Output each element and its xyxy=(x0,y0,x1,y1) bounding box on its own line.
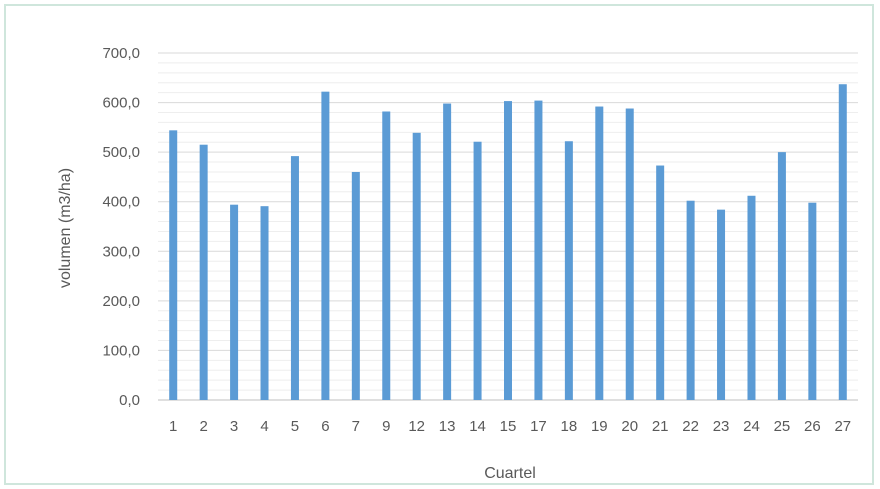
x-tick-label: 21 xyxy=(652,418,669,435)
x-tick-labels: 1 2 3 4 5 6 7 9 12 13 14 15 17 18 19 20 21 22 23 24 25 26 27 xyxy=(169,418,851,435)
y-tick-label: 600,0 xyxy=(102,95,140,112)
x-tick-label: 12 xyxy=(408,418,425,435)
bar-cuartel-22 xyxy=(686,200,695,400)
y-tick-label: 200,0 xyxy=(102,293,140,310)
y-axis-title: volumen (m3/ha) xyxy=(57,168,74,288)
bar-cuartel-23 xyxy=(717,209,726,400)
x-tick-label: 4 xyxy=(260,418,268,435)
bar-cuartel-9 xyxy=(382,111,391,400)
x-tick-label: 25 xyxy=(774,418,791,435)
y-tick-label: 700,0 xyxy=(102,45,140,62)
x-tick-label: 6 xyxy=(321,418,329,435)
y-tick-label: 300,0 xyxy=(102,243,140,260)
bar-cuartel-19 xyxy=(595,106,604,400)
bar-cuartel-13 xyxy=(443,103,452,400)
x-tick-label: 24 xyxy=(743,418,760,435)
chart-frame xyxy=(4,4,874,485)
bar-cuartel-20 xyxy=(625,108,634,401)
y-tick-label: 500,0 xyxy=(102,144,140,161)
x-tick-label: 19 xyxy=(591,418,608,435)
bar-cuartel-26 xyxy=(808,202,817,400)
bar-cuartel-12 xyxy=(412,132,421,400)
y-tick-label: 0,0 xyxy=(119,392,140,409)
x-axis-title: Cuartel xyxy=(484,465,536,482)
x-tick-label: 27 xyxy=(834,418,851,435)
bar-cuartel-14 xyxy=(473,141,482,401)
bar-cuartel-18 xyxy=(564,141,573,401)
bar-cuartel-15 xyxy=(504,101,512,400)
x-tick-label: 9 xyxy=(382,418,390,435)
x-tick-label: 15 xyxy=(500,418,517,435)
x-tick-label: 18 xyxy=(561,418,578,435)
bar-cuartel-4 xyxy=(260,206,269,400)
x-tick-label: 1 xyxy=(169,418,177,435)
bar-cuartel-21 xyxy=(656,165,665,400)
bar-cuartel-25 xyxy=(777,152,786,400)
bar-cuartel-2 xyxy=(199,144,208,400)
x-tick-label: 3 xyxy=(230,418,238,435)
bars xyxy=(169,84,847,401)
x-tick-label: 23 xyxy=(713,418,730,435)
x-tick-label: 17 xyxy=(530,418,547,435)
bar-cuartel-7 xyxy=(351,171,360,400)
bar-cuartel-1 xyxy=(169,130,178,400)
bar-cuartel-17 xyxy=(534,100,543,401)
bar-cuartel-27 xyxy=(838,84,847,400)
bar-cuartel-24 xyxy=(747,195,756,400)
x-tick-label: 22 xyxy=(682,418,699,435)
y-tick-label: 100,0 xyxy=(102,342,140,359)
x-tick-label: 5 xyxy=(291,418,299,435)
y-tick-labels: 0,0 100,0 200,0 300,0 400,0 500,0 600,0 700,0 xyxy=(102,45,140,409)
bar-cuartel-5 xyxy=(290,156,299,400)
x-tick-label: 14 xyxy=(469,418,486,435)
x-tick-label: 20 xyxy=(621,418,638,435)
x-tick-label: 13 xyxy=(439,418,456,435)
x-tick-label: 7 xyxy=(352,418,360,435)
bar-cuartel-6 xyxy=(321,91,330,400)
bar-cuartel-3 xyxy=(230,204,239,400)
x-tick-label: 26 xyxy=(804,418,821,435)
x-tick-label: 2 xyxy=(199,418,207,435)
y-tick-label: 400,0 xyxy=(102,194,140,211)
